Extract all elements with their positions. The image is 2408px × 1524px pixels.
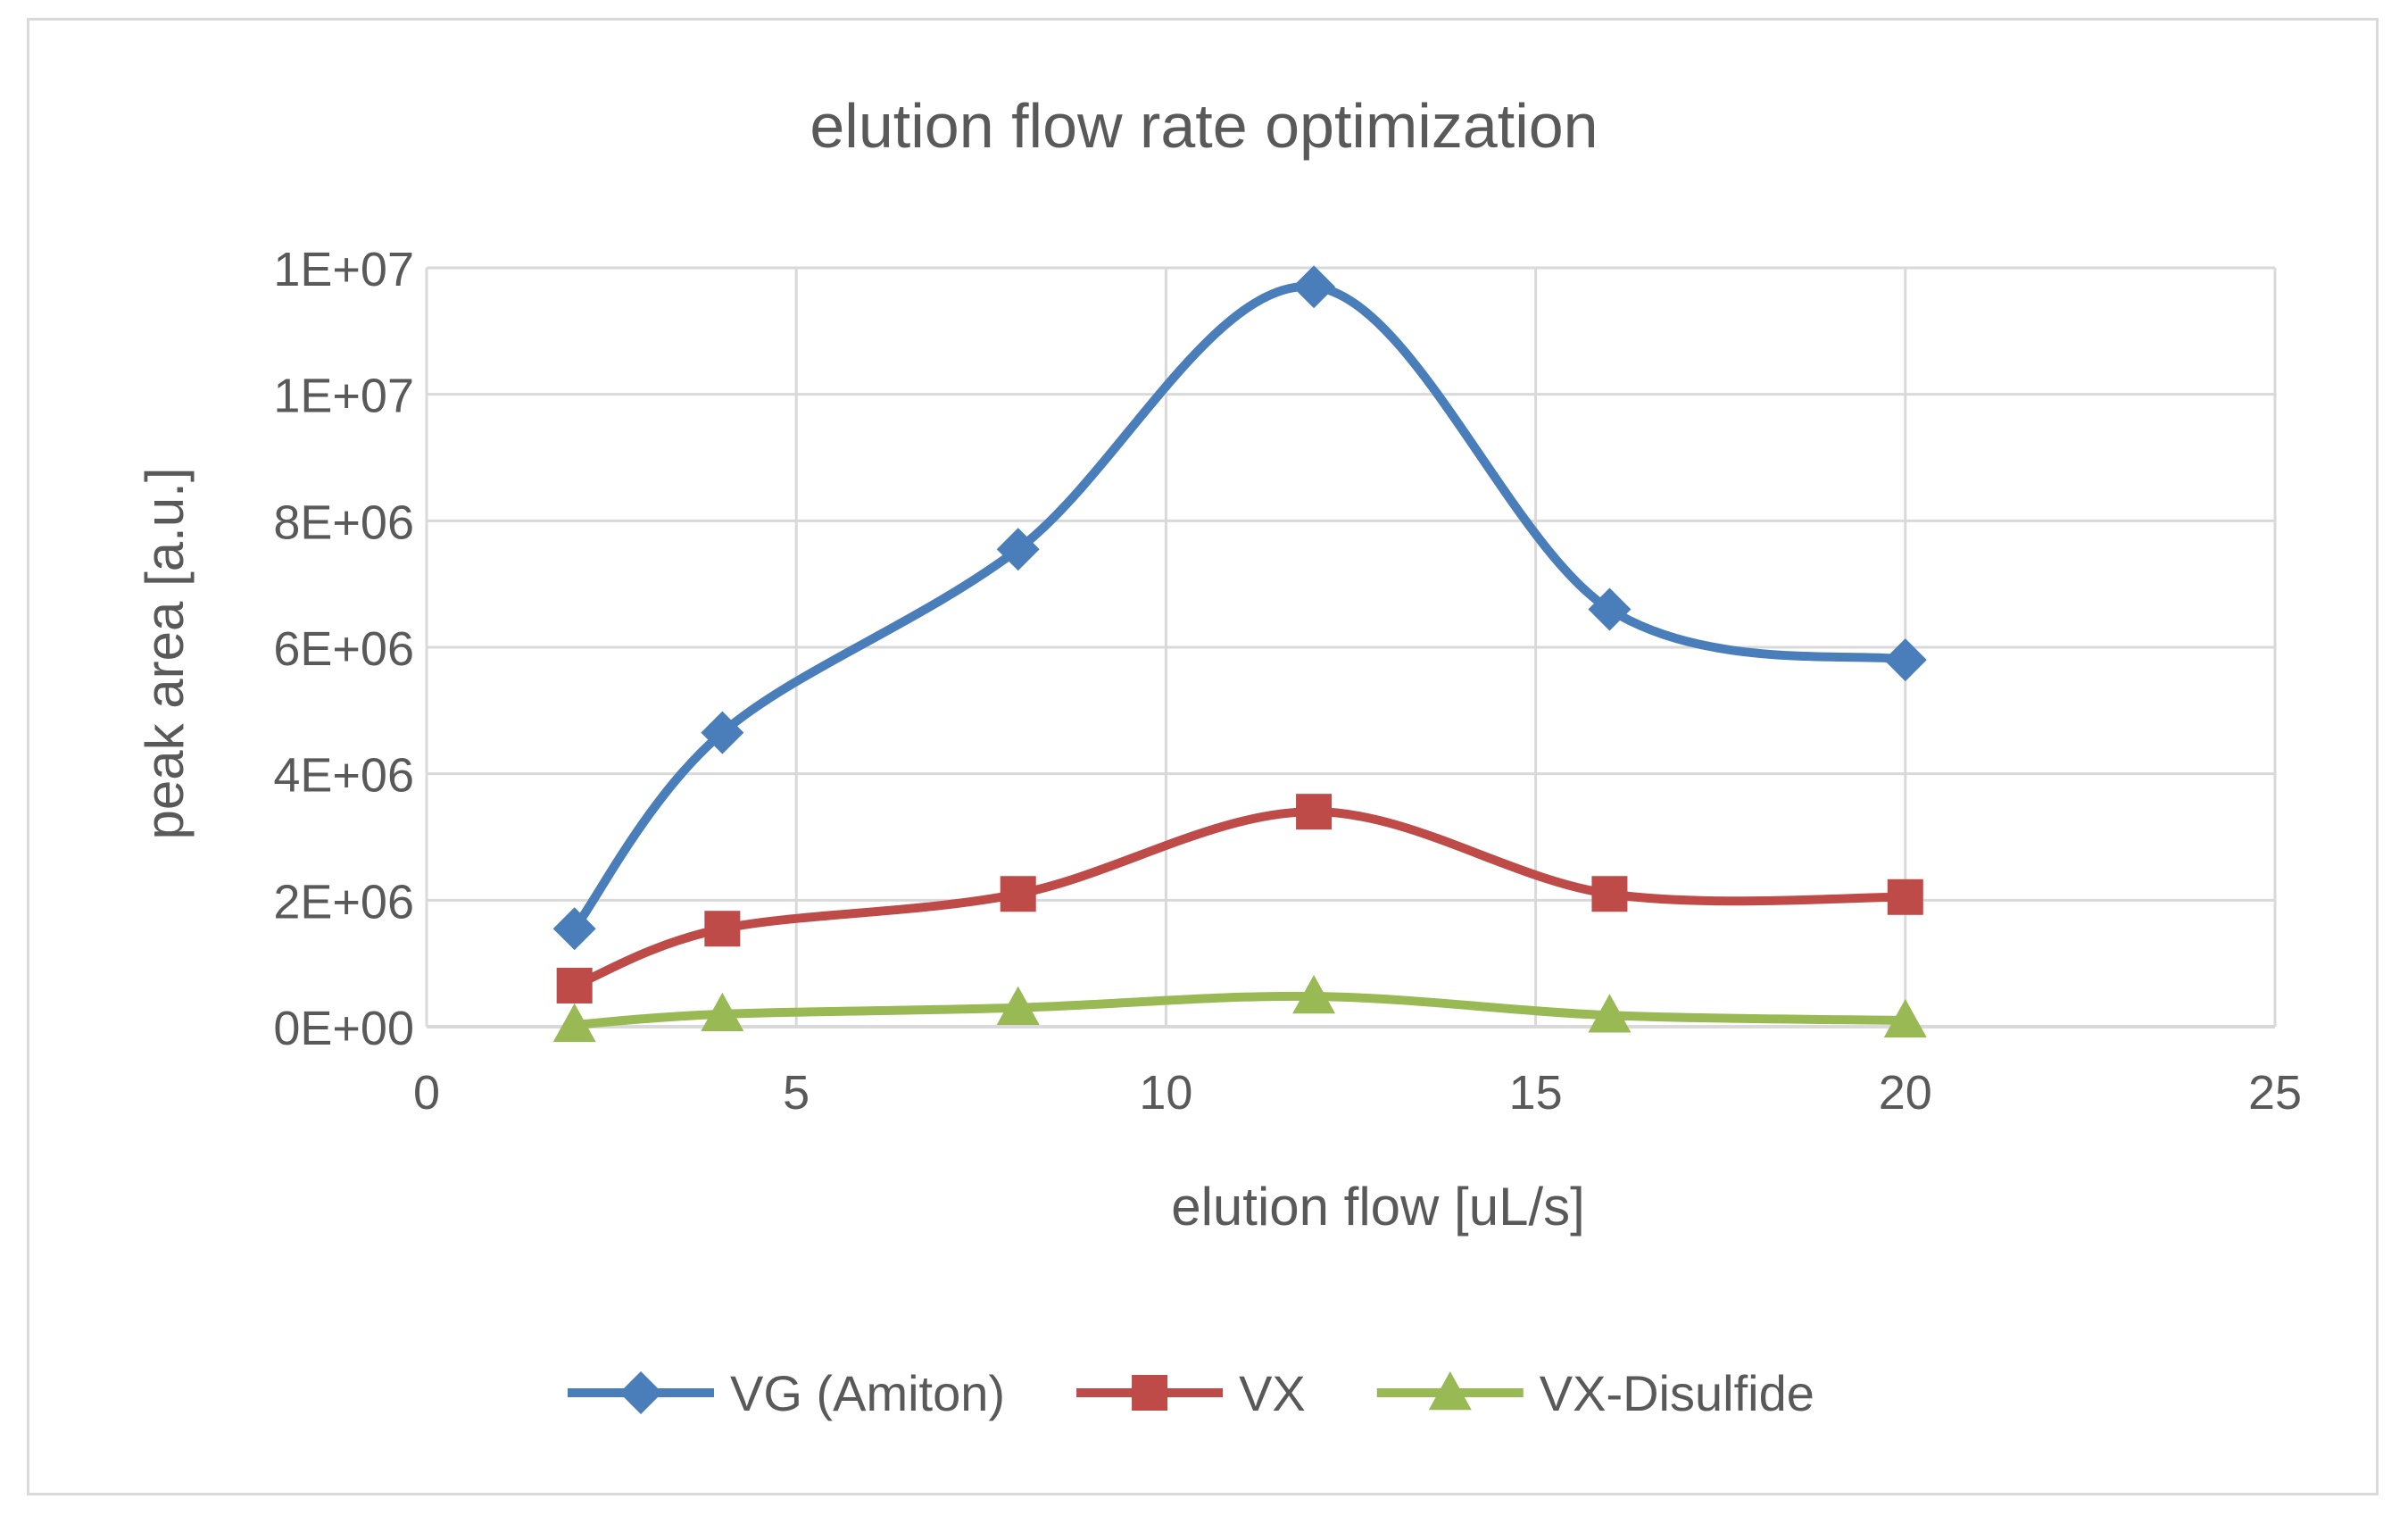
y-tick-label: 4E+06 (273, 749, 414, 803)
data-point-vg-amiton (1883, 638, 1927, 682)
data-point-vg-amiton (1588, 587, 1632, 631)
x-tick-label: 5 (783, 1066, 810, 1120)
legend-swatch-marker (1132, 1375, 1168, 1411)
legend-label: VX (1239, 1365, 1306, 1421)
data-point-vg-amiton (701, 711, 744, 754)
x-axis-title: elution flow [uL/s] (1171, 1177, 1585, 1237)
series-vx (556, 794, 1923, 1004)
series-line-vx-disulfide (569, 991, 1910, 1029)
y-tick-label: 1E+07 (273, 243, 414, 296)
data-point-vx (1296, 794, 1333, 830)
legend-swatch-marker (619, 1371, 662, 1414)
x-tick-label: 10 (1139, 1066, 1192, 1120)
chart-title: elution flow rate optimization (810, 91, 1598, 161)
y-tick-label: 1E+07 (273, 370, 414, 423)
data-point-vx-disulfide (1588, 994, 1632, 1033)
plot-area (552, 265, 1927, 1043)
axis-tick-labels: 0E+00 2E+06 4E+06 6E+06 8E+06 1E+07 1E+07 0 5 10 1… (273, 243, 2302, 1120)
x-tick-label: 0 (413, 1066, 440, 1120)
legend-item-vg-amiton: VG (Amiton) (568, 1365, 1005, 1421)
data-point-vx (1000, 876, 1036, 912)
legend-item-vx-disulfide: VX-Disulfide (1376, 1365, 1814, 1421)
x-tick-label: 20 (1879, 1066, 1932, 1120)
data-point-vg-amiton (552, 907, 596, 951)
data-point-vx (704, 911, 741, 947)
series-line-vg-amiton (569, 282, 1910, 934)
data-point-vx-disulfide (1883, 998, 1927, 1038)
data-point-vx-disulfide (552, 1003, 596, 1043)
y-tick-label: 6E+06 (273, 622, 414, 676)
x-tick-label: 15 (1509, 1066, 1563, 1120)
series-vx-disulfide (552, 975, 1927, 1043)
y-tick-label: 0E+00 (273, 1002, 414, 1055)
data-point-vg-amiton (1292, 265, 1336, 309)
legend-item-vx: VX (1076, 1365, 1306, 1421)
data-point-vx-disulfide (701, 992, 744, 1032)
series-vg-amiton (552, 265, 1927, 951)
y-axis-title: peak area [a.u.] (135, 468, 195, 840)
legend: VG (Amiton) VX VX-Disulfide (568, 1365, 1814, 1421)
data-point-vx-disulfide (996, 986, 1040, 1025)
grid (425, 266, 2277, 1028)
chart-area (27, 18, 2379, 1495)
data-point-vg-amiton (996, 528, 1040, 571)
data-point-vx (1887, 879, 1923, 915)
data-point-vx-disulfide (1292, 975, 1336, 1014)
legend-label: VX-Disulfide (1540, 1365, 1814, 1421)
legend-swatch-marker (1428, 1371, 1472, 1411)
data-point-vx (556, 967, 593, 1004)
legend-label: VG (Amiton) (730, 1365, 1005, 1421)
x-tick-label: 25 (2248, 1066, 2302, 1120)
series-line-vx (569, 807, 1910, 990)
data-point-vx (1591, 876, 1628, 912)
y-tick-label: 2E+06 (273, 875, 414, 929)
y-tick-label: 8E+06 (273, 496, 414, 549)
